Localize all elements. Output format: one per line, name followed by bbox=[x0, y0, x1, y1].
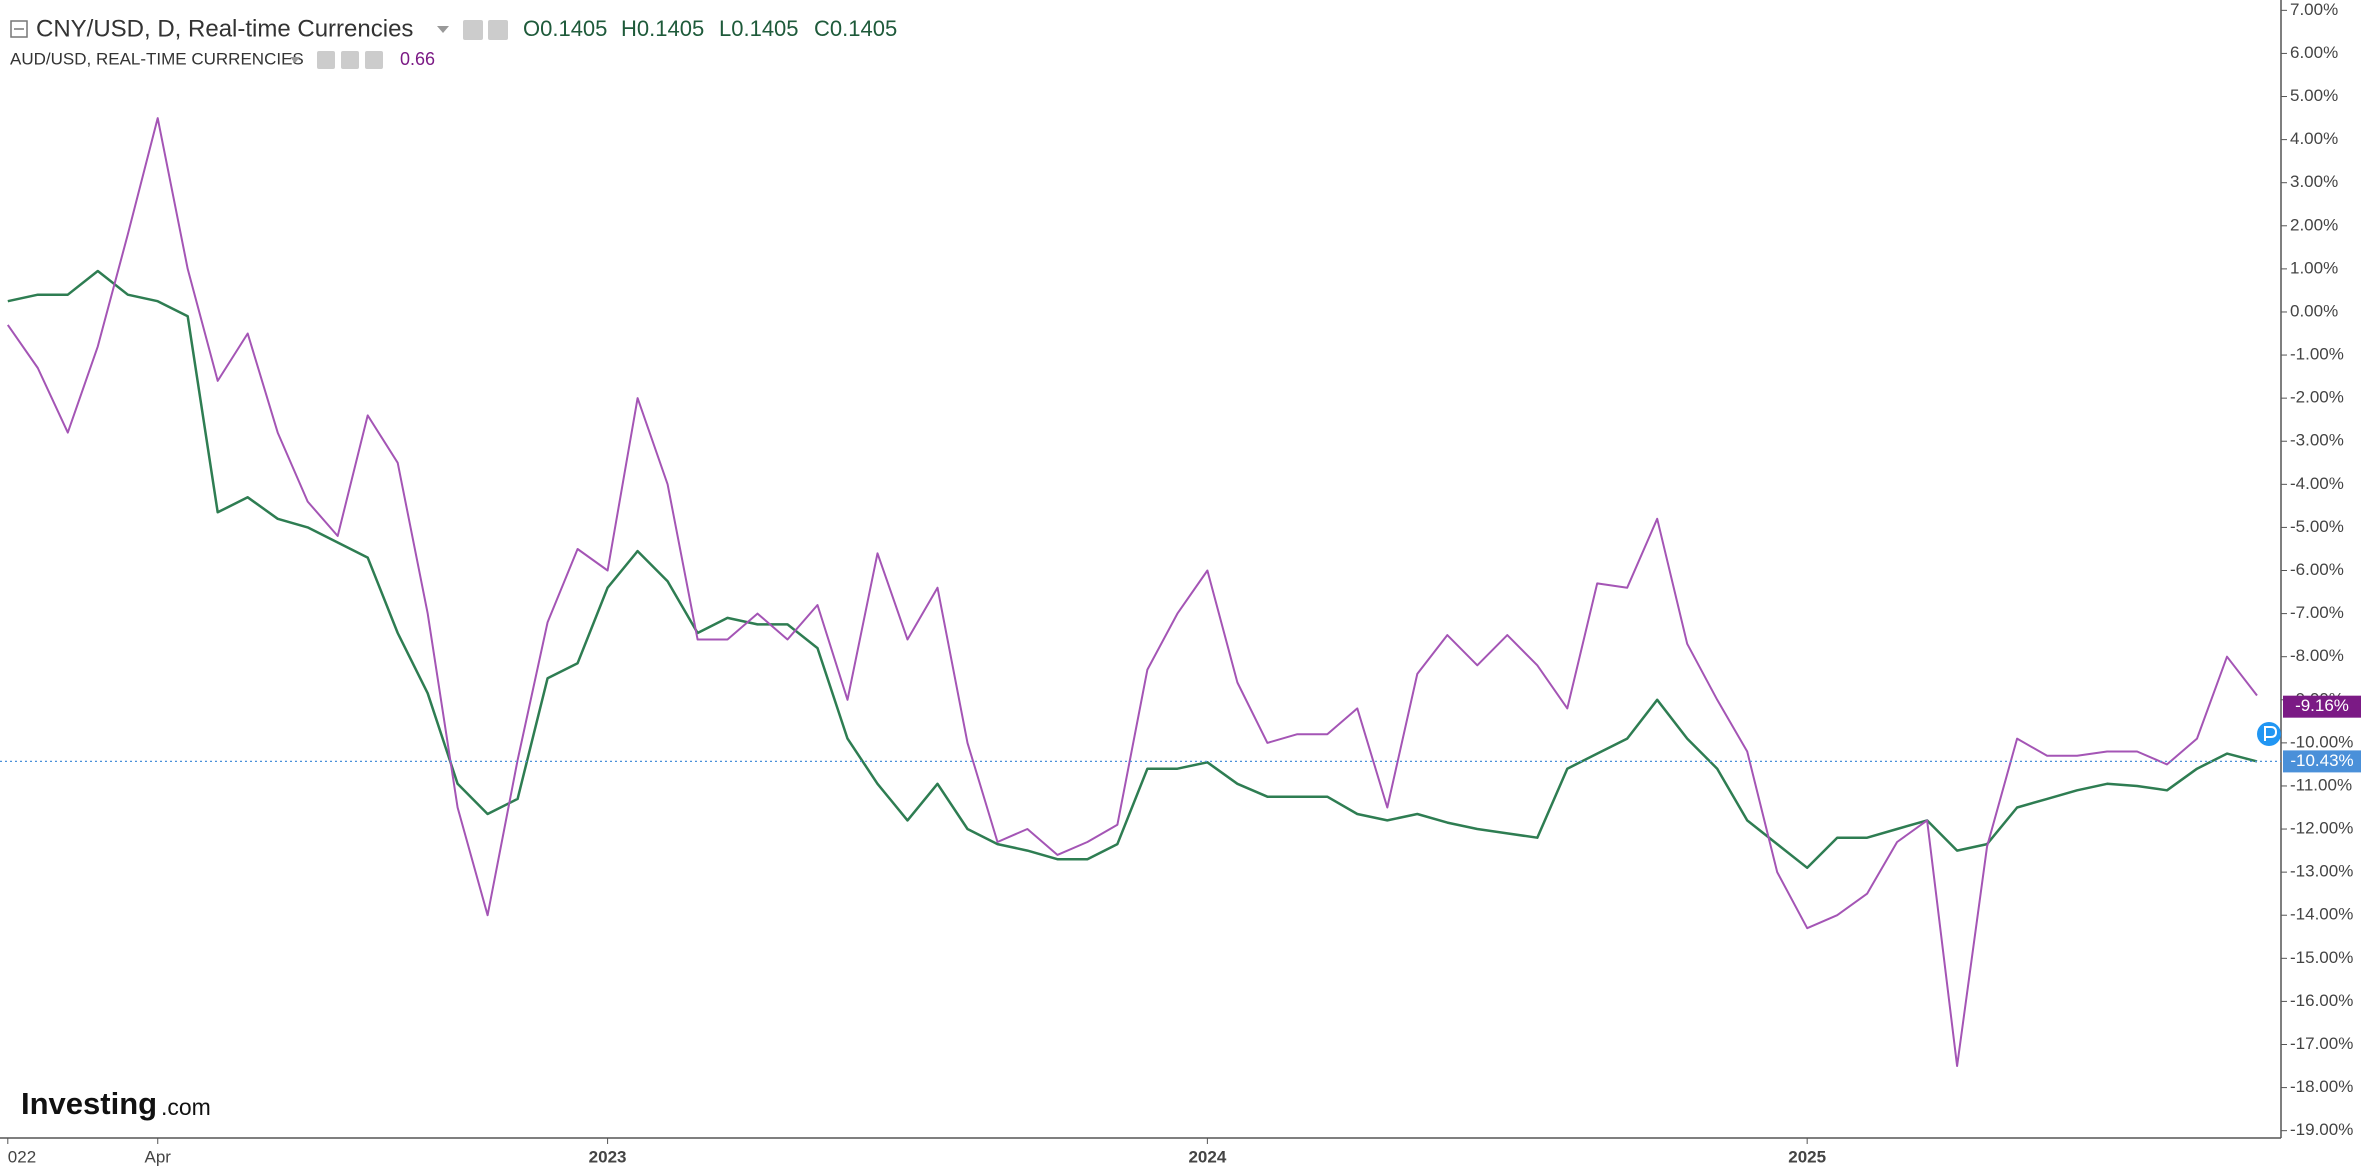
y-tick-label: -19.00% bbox=[2290, 1120, 2353, 1139]
compare-title: AUD/USD, REAL-TIME CURRENCIES bbox=[10, 49, 304, 68]
y-tick-label: -3.00% bbox=[2290, 431, 2344, 450]
y-tick-label: -10.00% bbox=[2290, 732, 2353, 751]
x-tick-label: 022 bbox=[8, 1147, 36, 1166]
eye-icon[interactable] bbox=[463, 20, 483, 40]
y-tick-label: -4.00% bbox=[2290, 474, 2344, 493]
y-tick-label: 5.00% bbox=[2290, 86, 2338, 105]
y-tick-label: 2.00% bbox=[2290, 215, 2338, 234]
series-line bbox=[6, 117, 2258, 1067]
y-tick-label: -8.00% bbox=[2290, 646, 2344, 665]
last-value-label: -10.43% bbox=[2290, 751, 2353, 770]
collapse-icon[interactable] bbox=[10, 20, 28, 38]
y-tick-label: -16.00% bbox=[2290, 991, 2353, 1010]
position-icon[interactable] bbox=[2257, 722, 2281, 746]
y-tick-label: 1.00% bbox=[2290, 258, 2338, 277]
dropdown-icon[interactable] bbox=[437, 26, 449, 33]
y-tick-label: -2.00% bbox=[2290, 388, 2344, 407]
last-value-label: -9.16% bbox=[2295, 696, 2349, 715]
dropdown-icon[interactable] bbox=[290, 57, 300, 63]
remove-icon[interactable] bbox=[365, 51, 383, 69]
x-tick-label: Apr bbox=[145, 1147, 172, 1166]
position-icon-letter bbox=[2264, 726, 2278, 741]
y-tick-label: -7.00% bbox=[2290, 603, 2344, 622]
settings-icon[interactable] bbox=[341, 51, 359, 69]
y-tick-label: 7.00% bbox=[2290, 0, 2338, 19]
x-tick-label: 2023 bbox=[589, 1147, 627, 1166]
logo-name: Investing bbox=[21, 1086, 157, 1121]
y-tick-label: -5.00% bbox=[2290, 517, 2344, 536]
x-tick-label: 2025 bbox=[1788, 1147, 1826, 1166]
plot-area bbox=[6, 117, 2258, 1067]
y-tick-label: -6.00% bbox=[2290, 560, 2344, 579]
high-value: H0.1405 bbox=[621, 16, 704, 41]
compare-price: 0.66 bbox=[400, 49, 435, 69]
y-tick-label: 3.00% bbox=[2290, 172, 2338, 191]
y-tick-label: -13.00% bbox=[2290, 862, 2353, 881]
y-tick-label: 4.00% bbox=[2290, 129, 2338, 148]
low-value: L0.1405 bbox=[719, 16, 799, 41]
y-tick-label: -18.00% bbox=[2290, 1077, 2353, 1096]
last-value-box bbox=[2283, 750, 2361, 773]
y-tick-label: -11.00% bbox=[2290, 775, 2352, 794]
y-tick-label: 6.00% bbox=[2290, 43, 2338, 62]
y-tick-label: -1.00% bbox=[2290, 345, 2344, 364]
y-tick-label: -14.00% bbox=[2290, 905, 2353, 924]
series-title: CNY/USD, D, Real-time Currencies bbox=[36, 15, 413, 42]
y-tick-label: -15.00% bbox=[2290, 948, 2353, 967]
open-value: O0.1405 bbox=[523, 16, 607, 41]
series-line bbox=[7, 269, 2258, 870]
close-value: C0.1405 bbox=[814, 16, 897, 41]
last-value-box bbox=[2283, 695, 2361, 718]
settings-icon[interactable] bbox=[488, 20, 508, 40]
y-tick-label: -17.00% bbox=[2290, 1034, 2353, 1053]
x-tick-label: 2024 bbox=[1188, 1147, 1226, 1166]
eye-icon[interactable] bbox=[317, 51, 335, 69]
logo-suffix: .com bbox=[161, 1094, 211, 1120]
y-tick-label: 0.00% bbox=[2290, 301, 2338, 320]
y-tick-label: -12.00% bbox=[2290, 819, 2353, 838]
